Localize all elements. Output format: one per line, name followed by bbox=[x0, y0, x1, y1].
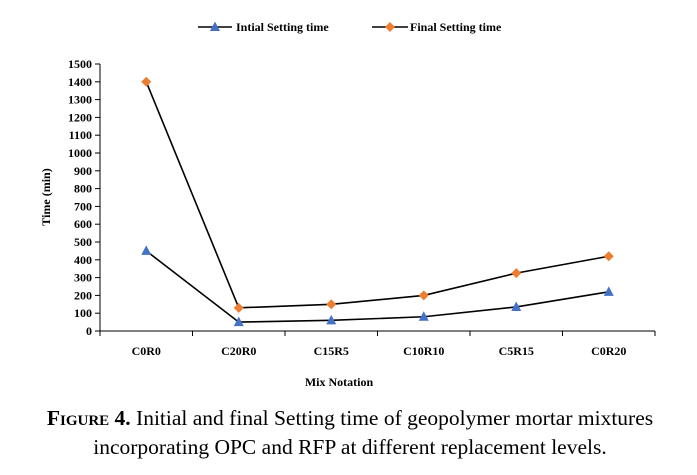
legend-item: Final Setting time bbox=[372, 20, 502, 34]
y-tick-label: 800 bbox=[74, 182, 92, 196]
x-tick-label: C0R20 bbox=[591, 344, 626, 358]
legend-marker bbox=[385, 22, 395, 32]
y-tick-label: 1000 bbox=[68, 146, 92, 160]
x-axis: C0R0 C20R0 C15R5 C10R10 C5R15 C0R20 bbox=[99, 330, 656, 358]
y-tick-label: 400 bbox=[74, 253, 92, 267]
y-tick-label: 300 bbox=[74, 271, 92, 285]
y-axis: 0 100 200 300 400 500 600 700 800 900 1000 1100 1200… bbox=[68, 57, 101, 338]
legend-marker bbox=[210, 21, 220, 31]
data-point bbox=[141, 76, 152, 87]
x-tick-label: C10R10 bbox=[403, 344, 444, 358]
y-tick-label: 1100 bbox=[69, 128, 92, 142]
legend: Intial Setting time Final Setting time bbox=[198, 20, 502, 34]
data-point bbox=[418, 290, 429, 301]
data-point bbox=[326, 299, 337, 310]
setting-time-chart: Intial Setting time Final Setting time 0 1… bbox=[39, 20, 656, 389]
x-tick-label: C5R15 bbox=[499, 344, 534, 358]
x-tick-label: C15R5 bbox=[314, 344, 349, 358]
y-tick-label: 1400 bbox=[68, 75, 92, 89]
y-tick-label: 1200 bbox=[68, 110, 92, 124]
y-tick-label: 1300 bbox=[68, 93, 92, 107]
data-point bbox=[418, 311, 429, 321]
y-tick-label: 100 bbox=[74, 306, 92, 320]
data-point bbox=[603, 251, 614, 262]
data-point bbox=[603, 286, 614, 296]
x-tick-label: C20R0 bbox=[221, 344, 256, 358]
data-point bbox=[233, 302, 244, 313]
data-point bbox=[141, 245, 152, 255]
y-tick-label: 900 bbox=[74, 164, 92, 178]
y-tick-label: 600 bbox=[74, 217, 92, 231]
y-tick-label: 700 bbox=[74, 199, 92, 213]
series-initial bbox=[141, 245, 614, 327]
y-axis-title: Time (min) bbox=[39, 168, 53, 225]
series-line bbox=[145, 250, 609, 323]
data-point bbox=[326, 314, 337, 325]
series-line bbox=[145, 81, 609, 309]
data-point bbox=[511, 301, 522, 311]
legend-item: Intial Setting time bbox=[198, 20, 329, 34]
y-tick-label: 1500 bbox=[68, 57, 92, 71]
x-tick-label: C0R0 bbox=[132, 344, 161, 358]
x-axis-title: Mix Notation bbox=[305, 375, 374, 389]
caption-text: Initial and final Setting time of geopol… bbox=[93, 406, 654, 459]
y-tick-label: 0 bbox=[86, 324, 92, 338]
y-tick-label: 200 bbox=[74, 288, 92, 302]
figure-caption: Figure 4. Initial and final Setting time… bbox=[10, 404, 690, 462]
legend-label: Final Setting time bbox=[410, 20, 502, 34]
series-layer bbox=[141, 76, 614, 327]
data-point bbox=[233, 316, 244, 327]
legend-label: Intial Setting time bbox=[236, 20, 329, 34]
y-tick-label: 500 bbox=[74, 235, 92, 249]
figure-label: Figure 4. bbox=[46, 406, 131, 430]
series-final bbox=[141, 76, 614, 313]
data-point bbox=[511, 268, 522, 279]
